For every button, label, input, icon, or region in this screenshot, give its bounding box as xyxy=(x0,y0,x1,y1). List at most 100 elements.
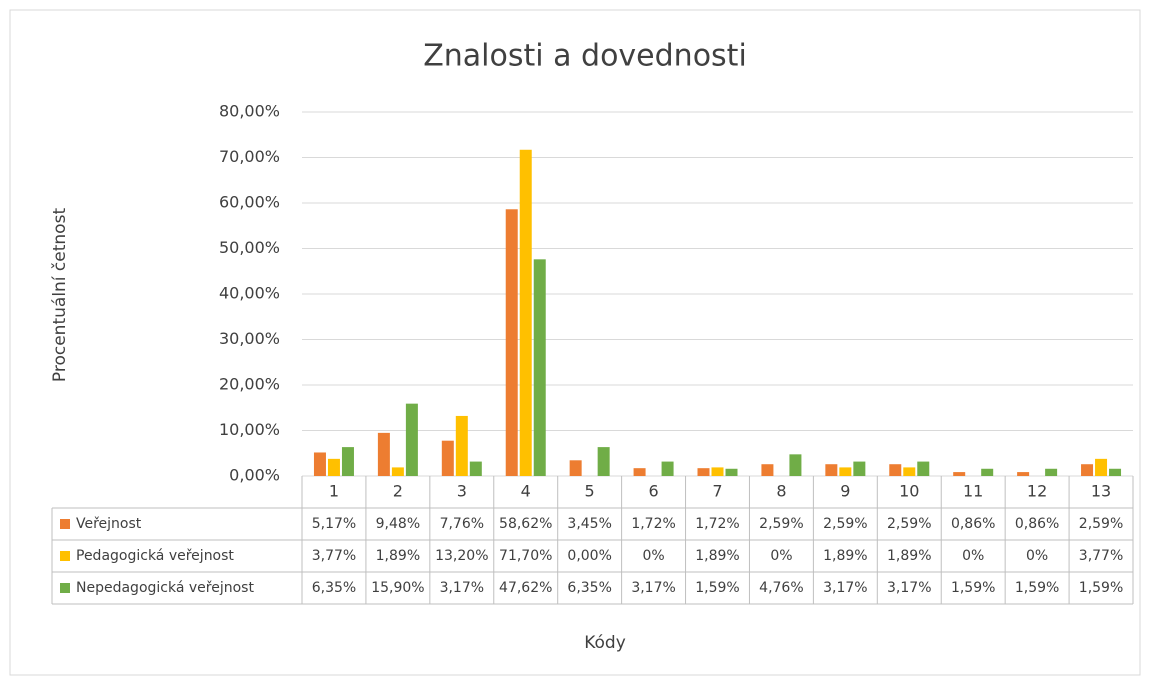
y-tick-label: 80,00% xyxy=(219,102,280,121)
chart-title: Znalosti a dovednosti xyxy=(423,39,747,74)
bar xyxy=(597,447,610,476)
x-tick-label: 1 xyxy=(329,482,339,501)
legend-key xyxy=(60,583,70,593)
table-cell: 1,89% xyxy=(823,548,867,564)
table-cell: 3,77% xyxy=(312,548,356,564)
table-cell: 15,90% xyxy=(371,580,424,596)
table-cell: 3,77% xyxy=(1079,548,1123,564)
bar xyxy=(981,468,994,476)
x-tick-label: 9 xyxy=(840,482,850,501)
bar xyxy=(341,447,354,476)
table-cell: 1,59% xyxy=(1015,580,1059,596)
bar xyxy=(455,415,468,476)
legend-label: Veřejnost xyxy=(76,516,142,532)
bar xyxy=(825,464,838,476)
table-cell: 1,89% xyxy=(695,548,739,564)
x-tick-label: 2 xyxy=(393,482,403,501)
y-tick-label: 0,00% xyxy=(229,466,280,485)
bar xyxy=(839,467,852,476)
bar xyxy=(853,461,866,476)
table-cell: 3,17% xyxy=(823,580,867,596)
bar xyxy=(533,259,546,476)
x-tick-label: 5 xyxy=(585,482,595,501)
table-cell: 2,59% xyxy=(887,516,931,532)
bar xyxy=(505,209,518,477)
bar xyxy=(761,464,774,476)
y-axis-label: Procentuální četnost xyxy=(50,208,70,383)
table-cell: 6,35% xyxy=(567,580,611,596)
table-cell: 13,20% xyxy=(435,548,488,564)
table-cell: 1,89% xyxy=(376,548,420,564)
table-cell: 2,59% xyxy=(823,516,867,532)
table-cell: 2,59% xyxy=(1079,516,1123,532)
legend-key xyxy=(60,551,70,561)
bar xyxy=(697,468,710,476)
bar xyxy=(917,461,930,476)
y-tick-label: 40,00% xyxy=(219,284,280,303)
x-axis-label: Kódy xyxy=(584,633,626,653)
bar xyxy=(633,468,646,476)
table-cell: 7,76% xyxy=(440,516,484,532)
bar xyxy=(313,452,326,476)
table-cell: 9,48% xyxy=(376,516,420,532)
table-cell: 71,70% xyxy=(499,548,552,564)
table-cell: 5,17% xyxy=(312,516,356,532)
y-tick-label: 50,00% xyxy=(219,238,280,257)
bar xyxy=(711,467,724,476)
table-cell: 58,62% xyxy=(499,516,552,532)
chart-border xyxy=(9,9,1141,676)
x-tick-label: 8 xyxy=(776,482,786,501)
bar xyxy=(441,440,454,476)
table-cell: 3,17% xyxy=(440,580,484,596)
bar xyxy=(377,432,390,476)
x-tick-label: 12 xyxy=(1027,482,1047,501)
bar xyxy=(953,472,966,476)
x-tick-label: 3 xyxy=(457,482,467,501)
table-cell: 1,59% xyxy=(695,580,739,596)
table-cell: 0,86% xyxy=(951,516,995,532)
y-tick-label: 70,00% xyxy=(219,147,280,166)
x-tick-label: 6 xyxy=(648,482,658,501)
table-cell: 2,59% xyxy=(759,516,803,532)
table-cell: 0% xyxy=(770,548,792,564)
bar xyxy=(391,467,404,476)
table-cell: 1,72% xyxy=(631,516,675,532)
table-cell: 3,17% xyxy=(631,580,675,596)
table-cell: 0,86% xyxy=(1015,516,1059,532)
y-tick-label: 10,00% xyxy=(219,420,280,439)
table-cell: 6,35% xyxy=(312,580,356,596)
bar xyxy=(469,461,482,476)
bar xyxy=(789,454,802,476)
bar xyxy=(1109,468,1122,476)
bar xyxy=(327,458,340,476)
bar xyxy=(1045,468,1058,476)
bar xyxy=(519,149,532,476)
bar xyxy=(903,467,916,476)
bar xyxy=(405,403,418,476)
table-cell: 1,59% xyxy=(1079,580,1123,596)
table-cell: 0% xyxy=(962,548,984,564)
legend-label: Pedagogická veřejnost xyxy=(76,548,234,564)
bar xyxy=(889,464,902,476)
table-cell: 0% xyxy=(642,548,664,564)
bar xyxy=(725,468,738,476)
table-cell: 47,62% xyxy=(499,580,552,596)
legend-label: Nepedagogická veřejnost xyxy=(76,580,254,596)
table-cell: 0,00% xyxy=(567,548,611,564)
y-tick-label: 30,00% xyxy=(219,329,280,348)
table-cell: 3,17% xyxy=(887,580,931,596)
bar xyxy=(1017,472,1030,476)
bar xyxy=(1095,458,1108,476)
table-cell: 1,72% xyxy=(695,516,739,532)
table-cell: 1,59% xyxy=(951,580,995,596)
y-tick-label: 20,00% xyxy=(219,375,280,394)
table-cell: 1,89% xyxy=(887,548,931,564)
table-cell: 3,45% xyxy=(567,516,611,532)
bar xyxy=(569,460,582,476)
y-tick-label: 60,00% xyxy=(219,193,280,212)
table-cell: 0% xyxy=(1026,548,1048,564)
x-tick-label: 7 xyxy=(712,482,722,501)
x-tick-label: 11 xyxy=(963,482,983,501)
legend-key xyxy=(60,519,70,529)
